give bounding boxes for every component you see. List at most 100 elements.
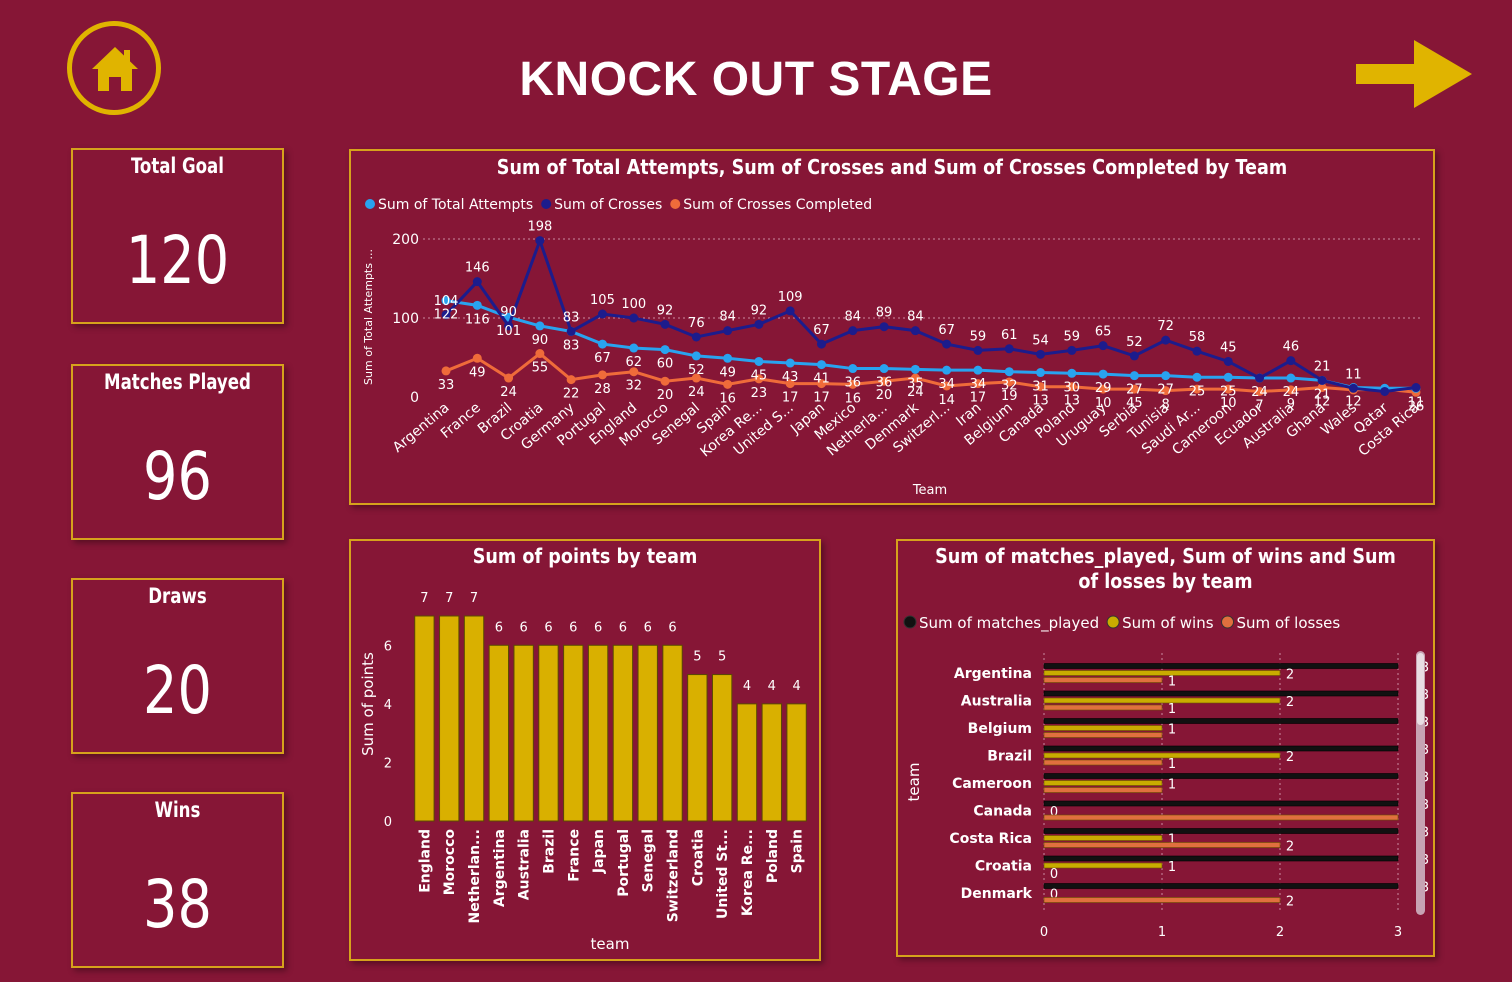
bar — [1043, 842, 1281, 848]
data-label: 92 — [751, 303, 768, 318]
kpi-value: 96 — [143, 438, 212, 515]
bar — [1043, 800, 1399, 807]
bar — [1043, 883, 1399, 889]
data-point — [1129, 351, 1139, 361]
data-point — [1255, 386, 1265, 396]
scrollbar-thumb[interactable] — [1417, 653, 1424, 725]
page-title: KNOCK OUT STAGE — [519, 53, 993, 106]
data-point — [1192, 346, 1202, 356]
data-point — [942, 365, 952, 375]
data-point — [754, 356, 764, 366]
x-tick-label: Spain — [790, 829, 806, 873]
bar — [1043, 677, 1163, 683]
data-label: 16 — [719, 391, 736, 406]
data-label: 43 — [782, 370, 799, 385]
data-label: 6 — [594, 620, 602, 635]
data-label: 109 — [778, 290, 803, 305]
y-tick-label: 0 — [410, 390, 419, 406]
data-point — [1004, 344, 1014, 354]
home-icon — [92, 47, 138, 91]
home-button[interactable] — [67, 21, 161, 115]
x-tick-label: Australia — [517, 829, 533, 900]
data-label: 17 — [970, 391, 987, 406]
data-point — [441, 366, 451, 376]
x-tick-label: England — [417, 829, 433, 893]
data-label: 17 — [813, 391, 830, 406]
bar — [414, 615, 435, 822]
line-chart[interactable]: Sum of Total Attempts Sum of Crosses Sum o… — [351, 151, 1433, 503]
data-point — [472, 300, 482, 310]
data-label: 27 — [1126, 383, 1143, 398]
bar — [1043, 780, 1163, 786]
y-tick-label: 6 — [384, 639, 392, 654]
data-point — [660, 376, 670, 386]
bar — [1043, 752, 1281, 759]
data-label: 92 — [657, 303, 674, 318]
data-point — [1067, 368, 1077, 378]
data-point — [629, 343, 639, 353]
data-label: 116 — [465, 312, 490, 327]
data-point — [723, 353, 733, 363]
bar — [1043, 704, 1163, 711]
data-label: 5 — [718, 650, 726, 665]
data-label: 55 — [532, 361, 549, 376]
data-label: 45 — [1220, 340, 1237, 355]
data-point — [1067, 382, 1077, 392]
data-label: 24 — [1283, 385, 1300, 400]
y-tick-label: Croatia — [975, 859, 1032, 875]
legend-label: Sum of Total Attempts — [378, 197, 533, 213]
y-tick-label: 100 — [392, 311, 419, 327]
legend-marker — [541, 199, 552, 209]
data-point — [1004, 367, 1014, 377]
data-label: 61 — [1001, 328, 1018, 343]
data-label: 54 — [1032, 333, 1049, 348]
y-tick-label: Costa Rica — [949, 831, 1032, 847]
data-point — [504, 373, 514, 383]
data-label: 90 — [500, 305, 517, 320]
bar — [711, 674, 733, 822]
data-label: 13 — [1064, 394, 1081, 409]
bar — [1043, 745, 1399, 752]
data-label: 58 — [1189, 330, 1206, 345]
data-point — [723, 326, 733, 336]
data-point — [1286, 385, 1296, 395]
arrow-right-icon[interactable] — [1356, 40, 1474, 108]
data-label: 49 — [469, 365, 486, 380]
data-label: 26 — [1408, 399, 1425, 414]
data-point — [441, 296, 451, 306]
data-point — [1380, 386, 1390, 396]
data-point — [1004, 377, 1014, 387]
data-point — [816, 339, 826, 349]
data-point — [1161, 386, 1171, 396]
points-bar-chart[interactable]: 0 2 4 6 Sum of points team 7 England 7 Morocco 7 Ne… — [351, 541, 819, 959]
data-label: 60 — [657, 357, 674, 372]
x-tick-label: Japan — [591, 829, 607, 874]
data-label: 67 — [594, 351, 611, 366]
chart-title: Sum of matches_played, Sum of wins and S… — [935, 544, 1396, 593]
x-tick-label: United St... — [715, 829, 731, 919]
bar — [1043, 773, 1399, 779]
data-label: 25 — [1220, 384, 1237, 399]
line-chart-panel: Sum of Total Attempts, Sum of Crosses an… — [349, 149, 1435, 505]
data-label: 36 — [845, 376, 862, 391]
data-label: 6 — [668, 620, 676, 635]
results-bar-chart[interactable]: Sum of matches_played Sum of wins Sum of l… — [898, 541, 1433, 955]
y-tick-label: Argentina — [954, 666, 1032, 682]
data-label: 1 — [1168, 723, 1176, 738]
data-label: 100 — [621, 297, 646, 312]
data-label: 1 — [1168, 833, 1176, 848]
data-label: 59 — [1064, 329, 1081, 344]
bar — [1043, 897, 1281, 903]
legend-marker — [1221, 615, 1235, 629]
data-label: 1 — [1168, 757, 1176, 772]
bar — [1043, 690, 1399, 697]
data-label: 89 — [876, 306, 893, 321]
data-point — [441, 310, 451, 320]
data-label: 6 — [569, 620, 577, 635]
data-point — [1286, 356, 1296, 366]
data-label: 19 — [1001, 389, 1018, 404]
data-label: 7 — [420, 591, 428, 606]
data-label: 7 — [445, 591, 453, 606]
data-label: 6 — [544, 620, 552, 635]
data-label: 2 — [1286, 895, 1294, 910]
